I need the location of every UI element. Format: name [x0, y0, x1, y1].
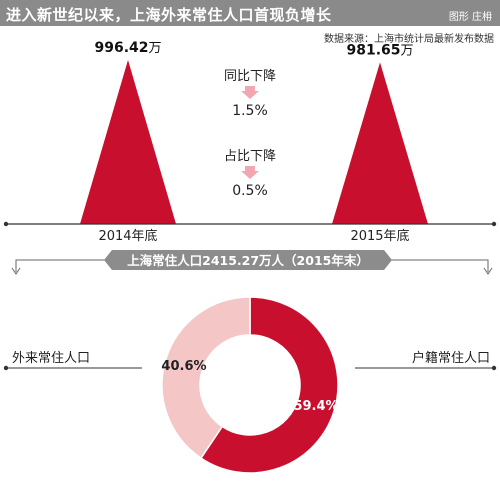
band-left-connector — [15, 259, 112, 272]
registered-population-label: 户籍常住人口 — [412, 350, 490, 366]
triangle-bar — [332, 62, 428, 224]
band-left-arrow — [11, 267, 21, 275]
down-arrow-icon — [241, 86, 259, 99]
right-label-dot — [491, 365, 497, 371]
category-label: 2015年底 — [350, 228, 409, 244]
baseline-end-right — [491, 221, 497, 227]
triangle-bar — [80, 60, 176, 224]
donut-chart: 59.4% 40.6% — [161, 296, 339, 474]
band-right-arrow — [483, 267, 493, 275]
triangle-value-label: 981.65万 — [346, 42, 413, 58]
triangle-chart: 996.42万 981.65万 — [80, 40, 428, 224]
headline-bar: 进入新世纪以来，上海外来常住人口首现负增长 图形 庄枏 — [0, 0, 500, 26]
graphic-credit: 图形 庄枏 — [448, 12, 492, 23]
total-band — [104, 250, 392, 270]
donut-slice — [199, 296, 339, 474]
category-label: 2014年底 — [98, 228, 157, 244]
down-arrow-icon — [241, 166, 259, 179]
annotation-label: 同比下降 — [224, 69, 276, 84]
migrant-population-label: 外来常住人口 — [12, 351, 90, 366]
annotation-value: 0.5% — [232, 183, 268, 199]
data-source: 数据来源：上海市统计局最新发布数据 — [324, 34, 494, 45]
annotation-value: 1.5% — [232, 103, 268, 119]
category-labels: 2014年底 2015年底 — [98, 228, 409, 244]
triangle-value-label: 996.42万 — [94, 40, 161, 56]
band-right-connector — [390, 259, 489, 272]
annotation-label: 占比下降 — [224, 149, 276, 164]
page-title: 进入新世纪以来，上海外来常住人口首现负增长 — [6, 6, 332, 24]
donut-slice-label: 40.6% — [161, 359, 206, 374]
change-annotations: 同比下降 1.5% 占比下降 0.5% — [224, 69, 276, 199]
total-population-label: 上海常住人口2415.27万人（2015年末） — [127, 253, 369, 268]
baseline-end-left — [3, 221, 9, 227]
donut-slice-label: 59.4% — [293, 399, 338, 414]
left-label-dot — [3, 365, 9, 371]
donut-slice — [161, 296, 251, 460]
